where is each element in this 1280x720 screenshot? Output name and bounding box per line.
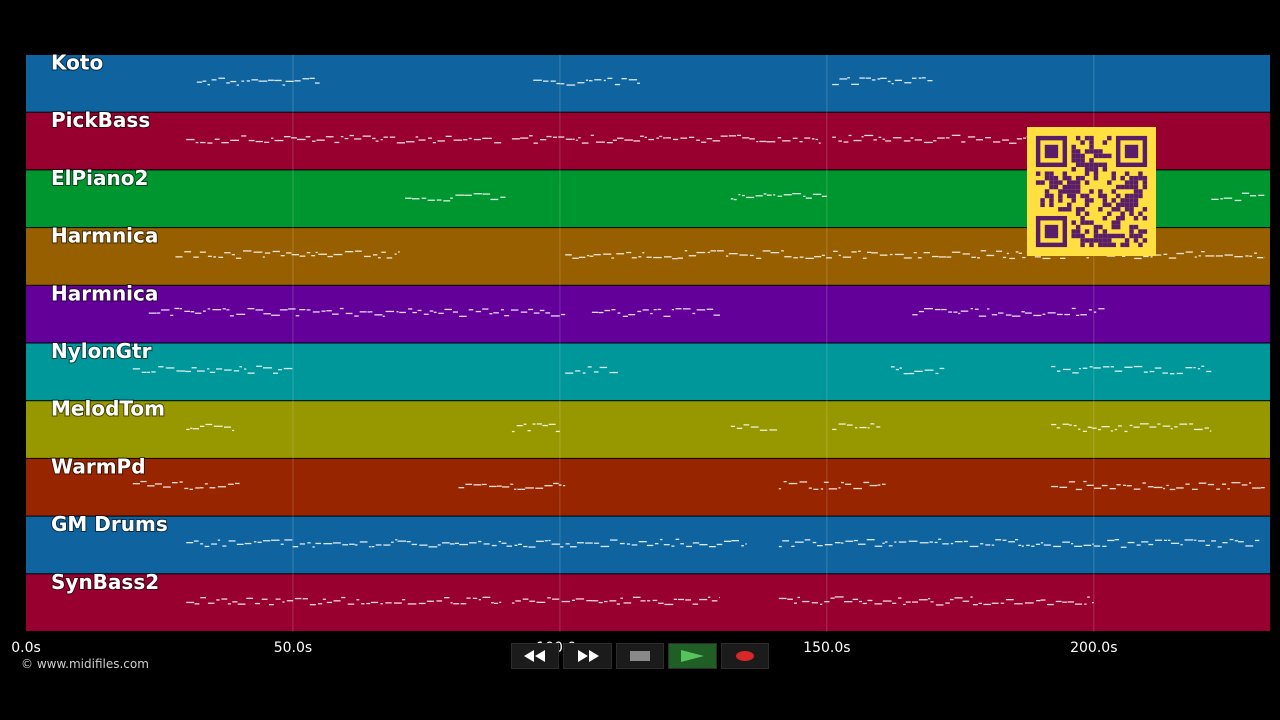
note-segment <box>148 307 566 317</box>
note-segment <box>832 77 933 86</box>
note-segment <box>730 424 777 431</box>
note-segment <box>186 134 502 144</box>
note-segment <box>832 423 881 431</box>
play-button[interactable] <box>668 643 717 669</box>
tick-label: 150.0s <box>803 640 850 656</box>
note-segment <box>405 193 506 202</box>
track-label: ElPiano2 <box>51 166 148 190</box>
note-segment <box>730 193 827 201</box>
note-segment <box>890 366 945 375</box>
track-label: GM Drums <box>51 512 168 536</box>
note-segment <box>565 366 618 374</box>
note-segment <box>1051 365 1212 375</box>
note-segment <box>186 596 502 606</box>
track-label: WarmPd <box>51 454 146 478</box>
qr-code-icon <box>1027 127 1156 256</box>
track-label: Harmnica <box>51 281 158 305</box>
note-segment <box>912 307 1105 317</box>
qr-code[interactable] <box>1027 127 1156 256</box>
tick-label: 50.0s <box>274 640 312 656</box>
note-segment <box>511 423 560 433</box>
track-label: Harmnica <box>51 224 158 248</box>
note-segment <box>1051 423 1212 433</box>
note-segment <box>1051 480 1265 491</box>
note-segment <box>1211 192 1265 202</box>
note-segment <box>511 134 821 144</box>
note-segment <box>506 538 747 548</box>
note-segment <box>186 539 507 548</box>
track-labels: Koto PickBass ElPiano2 Harmnica Harmnica Nylo… <box>50 50 169 595</box>
fast-forward-icon <box>577 650 599 662</box>
rewind-button[interactable] <box>511 643 560 669</box>
note-segment <box>458 482 566 490</box>
note-segment <box>186 423 235 432</box>
note-segment <box>565 250 1265 260</box>
fast-forward-button[interactable] <box>563 643 612 669</box>
tick-label: 0.0s <box>11 640 41 656</box>
track-lane <box>26 55 1270 112</box>
transport-controls <box>511 643 770 669</box>
track-lane <box>26 401 1270 458</box>
tick-label: 200.0s <box>1070 640 1117 656</box>
stop-button[interactable] <box>615 643 665 669</box>
note-segment <box>778 596 1094 606</box>
note-segment <box>533 77 640 86</box>
note-segment <box>132 365 293 374</box>
note-segment <box>132 480 240 490</box>
track-label: MelodTom <box>51 397 165 421</box>
note-layer <box>132 77 1265 606</box>
track-label: SynBass2 <box>51 570 159 594</box>
record-button[interactable] <box>720 643 770 669</box>
note-segment <box>175 250 400 259</box>
track-label: Koto <box>51 51 103 75</box>
track-label: NylonGtr <box>51 339 152 363</box>
stop-icon <box>630 651 651 661</box>
record-icon <box>735 651 754 661</box>
track-lane <box>26 343 1270 401</box>
note-segment <box>778 481 886 490</box>
note-segment <box>196 77 320 86</box>
note-segment <box>778 538 1094 548</box>
play-icon <box>681 650 705 662</box>
copyright-notice: © www.midifiles.com <box>21 657 149 671</box>
rewind-icon <box>524 650 546 662</box>
note-segment <box>591 308 720 317</box>
note-segment <box>511 596 720 606</box>
track-label: PickBass <box>51 108 150 132</box>
note-segment <box>1093 538 1260 548</box>
